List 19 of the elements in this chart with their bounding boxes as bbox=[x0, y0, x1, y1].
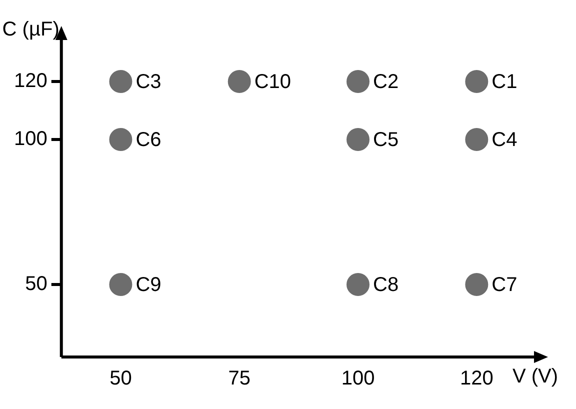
annotation: C5 bbox=[373, 129, 399, 152]
y-tick-label: 120 bbox=[14, 70, 48, 92]
annotation: C10 bbox=[254, 71, 292, 94]
annotation: C8 bbox=[373, 274, 399, 296]
x-tick-label: 50 bbox=[110, 368, 132, 390]
annotation: C3 bbox=[136, 71, 162, 94]
x-tick-label: 100 bbox=[341, 368, 375, 390]
y-tick-label: 50 bbox=[25, 273, 48, 296]
annotation: C6 bbox=[136, 129, 162, 152]
annotation: C1 bbox=[492, 71, 518, 94]
annotation: C7 bbox=[492, 274, 518, 296]
annotation: C9 bbox=[136, 274, 162, 296]
x-tick-label: 120 bbox=[460, 368, 494, 390]
y-tick-label: 100 bbox=[14, 128, 48, 150]
annotation: C2 bbox=[373, 71, 399, 94]
x-tick-label: 75 bbox=[228, 368, 250, 390]
annotation: C4 bbox=[492, 129, 518, 152]
y-axis-title: C (µF) bbox=[2, 18, 60, 41]
x-axis-title: V (V) bbox=[512, 366, 558, 388]
